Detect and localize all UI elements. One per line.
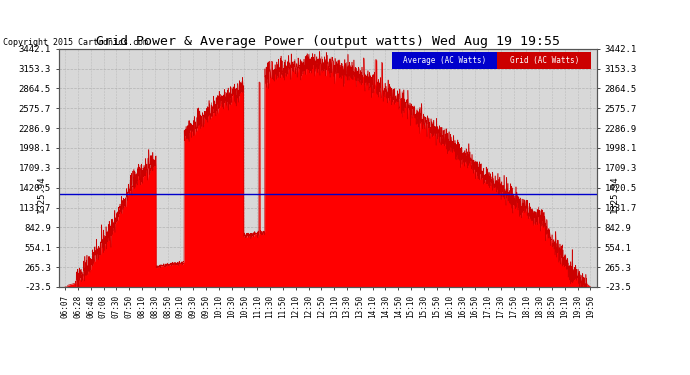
- Text: Copyright 2015 Cartronics.com: Copyright 2015 Cartronics.com: [3, 38, 148, 47]
- Bar: [393, 53, 497, 69]
- Text: 1325.94: 1325.94: [37, 176, 46, 213]
- Text: Average (AC Watts): Average (AC Watts): [403, 56, 486, 65]
- Text: 1325.94: 1325.94: [609, 176, 619, 213]
- Text: Grid (AC Watts): Grid (AC Watts): [510, 56, 579, 65]
- Bar: [497, 53, 591, 69]
- Title: Grid Power & Average Power (output watts) Wed Aug 19 19:55: Grid Power & Average Power (output watts…: [96, 34, 560, 48]
